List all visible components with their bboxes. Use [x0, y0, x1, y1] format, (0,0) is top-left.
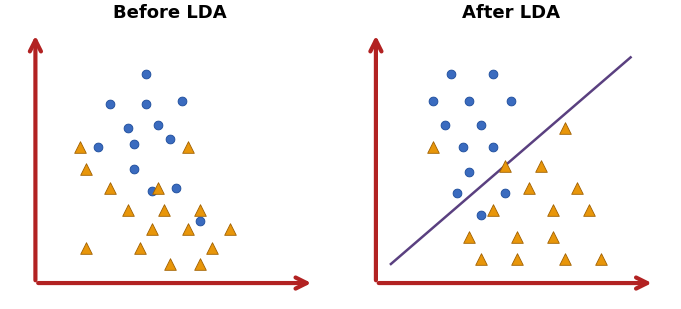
Point — [81, 166, 92, 171]
Point — [548, 234, 558, 239]
Point — [583, 207, 594, 212]
Point — [153, 185, 163, 190]
Point — [463, 169, 474, 174]
Title: After LDA: After LDA — [462, 4, 560, 22]
Point — [195, 261, 206, 266]
Point — [488, 207, 498, 212]
Point — [153, 123, 163, 128]
Point — [475, 256, 486, 261]
Point — [463, 234, 474, 239]
Point — [488, 145, 498, 150]
Point — [105, 101, 116, 106]
Point — [511, 256, 522, 261]
Point — [183, 145, 193, 150]
Point — [571, 185, 582, 190]
Point — [183, 226, 193, 231]
Title: Before LDA: Before LDA — [114, 4, 227, 22]
Point — [439, 123, 450, 128]
Point — [93, 145, 104, 150]
Point — [165, 137, 176, 142]
Point — [559, 125, 570, 130]
Point — [195, 218, 206, 223]
Point — [488, 71, 498, 76]
Point — [135, 245, 146, 250]
Point — [147, 226, 158, 231]
Point — [147, 188, 158, 193]
Point — [428, 145, 439, 150]
Point — [595, 256, 606, 261]
Point — [81, 245, 92, 250]
Point — [195, 207, 206, 212]
Point — [475, 123, 486, 128]
Point — [452, 191, 462, 196]
Point — [511, 234, 522, 239]
Point — [445, 71, 456, 76]
Point — [225, 226, 236, 231]
Point — [171, 185, 182, 190]
Point — [141, 101, 152, 106]
Point — [165, 261, 176, 266]
Point — [105, 185, 116, 190]
Point — [499, 191, 510, 196]
Point — [428, 98, 439, 103]
Point — [129, 166, 140, 171]
Point — [141, 71, 152, 76]
Point — [458, 145, 469, 150]
Point — [123, 125, 133, 130]
Point — [475, 213, 486, 218]
Point — [129, 142, 140, 147]
Point — [159, 207, 170, 212]
Point — [123, 207, 133, 212]
Point — [535, 164, 546, 169]
Point — [548, 207, 558, 212]
Point — [177, 98, 188, 103]
Point — [75, 145, 86, 150]
Point — [463, 98, 474, 103]
Point — [559, 256, 570, 261]
Point — [523, 185, 534, 190]
Point — [499, 164, 510, 169]
Point — [207, 245, 218, 250]
Point — [505, 98, 516, 103]
